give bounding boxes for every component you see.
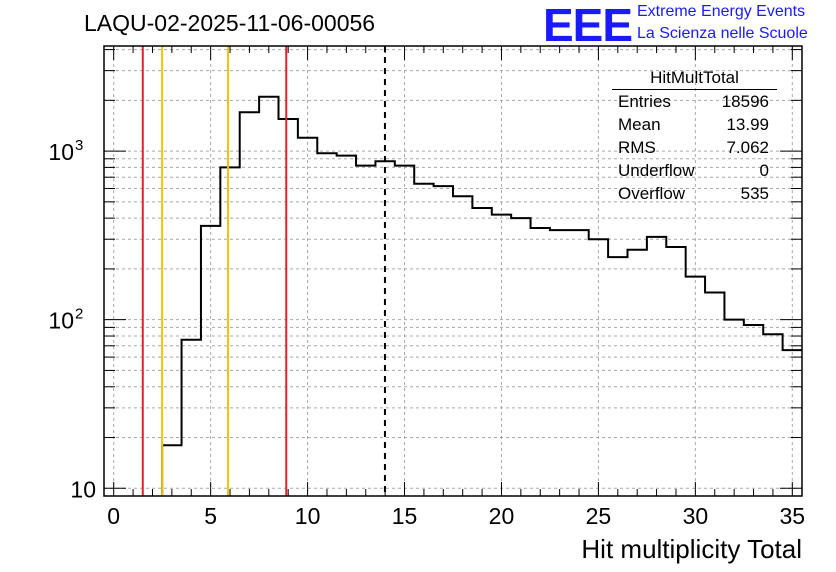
histogram-outline	[161, 95, 802, 496]
x-axis-label: Hit multiplicity Total	[581, 534, 802, 564]
stats-value: 535	[740, 184, 769, 203]
chart-title: LAQU-02-2025-11-06-00056	[84, 10, 376, 36]
stats-row-rms: RMS 7.062	[612, 136, 777, 159]
x-tick-label: 30	[683, 503, 709, 529]
histogram-bin	[317, 153, 336, 496]
stats-row-mean: Mean 13.99	[612, 113, 777, 136]
histogram-bin	[511, 218, 530, 496]
histogram-bin	[705, 292, 724, 496]
y-tick-label-exponent: 2	[75, 306, 83, 323]
histogram-bin	[356, 166, 375, 496]
y-tick-label: 10	[48, 308, 74, 334]
x-tick-label: 25	[586, 503, 612, 529]
stats-label: RMS	[618, 138, 656, 157]
x-tick-label: 35	[780, 503, 806, 529]
histogram-bin	[414, 184, 433, 496]
histogram-bin	[298, 138, 317, 496]
x-tick-label: 15	[392, 503, 418, 529]
stats-value: 13.99	[726, 115, 769, 134]
stats-label: Mean	[618, 115, 661, 134]
logo-line-2: La Scienza nelle Scuole	[637, 25, 808, 42]
stats-value: 0	[759, 161, 769, 180]
stats-row-entries: Entries 18596	[612, 90, 777, 113]
stats-label: Entries	[618, 92, 671, 111]
logo-line-1: Extreme Energy Events	[637, 3, 806, 20]
y-tick-label: 10	[70, 476, 96, 502]
histogram-bin	[531, 228, 550, 496]
histogram-bin	[783, 350, 802, 496]
eee-logo: EEE	[543, 0, 633, 51]
histogram-bin	[550, 230, 569, 496]
stats-label: Overflow	[618, 184, 686, 203]
stats-title: HitMultTotal	[612, 67, 777, 90]
histogram-bin	[182, 340, 201, 496]
histogram-bin	[628, 250, 647, 496]
histogram-bin	[569, 230, 588, 496]
histogram-bin	[589, 239, 608, 496]
histogram-bin	[240, 112, 259, 496]
histogram-bin	[686, 277, 705, 496]
x-tick-label: 20	[489, 503, 515, 529]
stats-value: 7.062	[726, 138, 769, 157]
stats-row-underflow: Underflow 0	[612, 159, 777, 182]
histogram-bin	[647, 237, 666, 496]
histogram-bin	[763, 334, 782, 496]
x-tick-label: 5	[204, 503, 217, 529]
stats-label: Underflow	[618, 161, 695, 180]
histogram-bin	[395, 166, 414, 496]
histogram-bin	[744, 325, 763, 496]
histogram-bin	[724, 320, 743, 496]
histogram-bin	[492, 215, 511, 496]
histogram-bin	[337, 156, 356, 496]
histogram-bin	[434, 186, 453, 496]
plot-frame	[103, 45, 803, 497]
histogram-bin	[453, 196, 472, 496]
stats-value: 18596	[721, 92, 769, 111]
histogram-bin	[666, 247, 685, 496]
x-tick-label: 10	[295, 503, 321, 529]
histogram-bin	[201, 226, 220, 496]
histogram-bin	[279, 119, 298, 496]
histogram-bin	[220, 167, 239, 496]
histogram-bin	[259, 97, 278, 496]
y-tick-label: 10	[48, 139, 74, 165]
stats-row-overflow: Overflow 535	[612, 182, 777, 205]
histogram-bin	[162, 445, 181, 496]
histogram-bin	[472, 208, 491, 496]
x-tick-label: 0	[107, 503, 120, 529]
stats-box: HitMultTotal Entries 18596 Mean 13.99 RM…	[612, 67, 777, 205]
histogram-bin	[608, 257, 627, 496]
y-tick-label-exponent: 3	[75, 137, 83, 154]
